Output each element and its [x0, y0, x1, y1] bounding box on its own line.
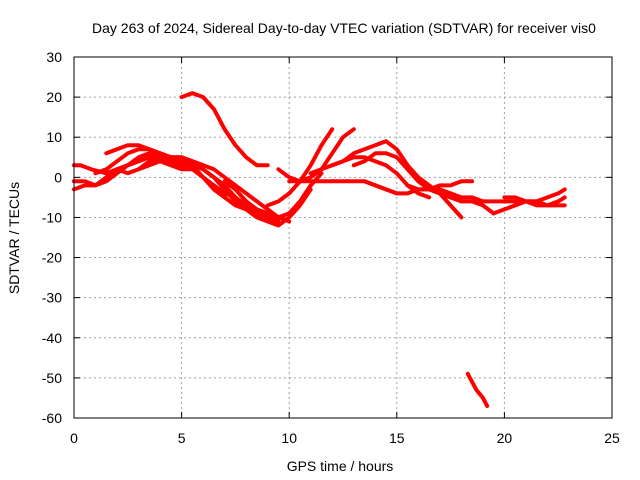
series-line-sat-i: [179, 91, 270, 168]
y-tick-label: 10: [46, 129, 62, 145]
y-tick-label: -30: [42, 290, 62, 306]
series-line-sat-g: [136, 155, 292, 224]
series-line-sat-s: [405, 179, 475, 192]
x-tick-label: 5: [178, 430, 186, 446]
y-tick-label: -50: [42, 370, 62, 386]
series-line-sat-x: [465, 371, 490, 408]
grid-layer: [74, 57, 612, 418]
series-line-sat-p: [330, 139, 464, 220]
y-tick-label: 20: [46, 89, 62, 105]
series-line-sat-h: [147, 155, 259, 216]
x-tick-label: 25: [604, 430, 620, 446]
y-tick-labels: -60 -50 -40 -30 -20 -10 0 10 20 30: [42, 49, 62, 426]
x-tick-labels: 0 5 10 15 20 25: [70, 430, 620, 446]
series-line-sat-w: [502, 195, 567, 208]
series-line-sat-j: [190, 163, 313, 228]
series-line-sat-t: [427, 187, 496, 216]
y-tick-label: 30: [46, 49, 62, 65]
series-line-sat-k: [222, 171, 324, 220]
x-tick-label: 20: [497, 430, 513, 446]
y-tick-label: -40: [42, 330, 62, 346]
series-layer: [72, 91, 567, 408]
y-tick-label: -20: [42, 250, 62, 266]
chart-title: Day 263 of 2024, Sidereal Day-to-day VTE…: [92, 20, 596, 36]
series-line-sat-c: [72, 151, 163, 188]
x-tick-label: 0: [70, 430, 78, 446]
y-tick-label: -10: [42, 209, 62, 225]
plot-frame: [73, 56, 613, 419]
y-tick-label: -60: [42, 410, 62, 426]
x-tick-label: 15: [389, 430, 405, 446]
x-axis-title: GPS time / hours: [287, 458, 394, 474]
tick-layer: [73, 56, 613, 419]
y-tick-label: 0: [54, 169, 62, 185]
x-tick-label: 10: [281, 430, 297, 446]
y-axis-title: SDTVAR / TECUs: [6, 182, 22, 294]
